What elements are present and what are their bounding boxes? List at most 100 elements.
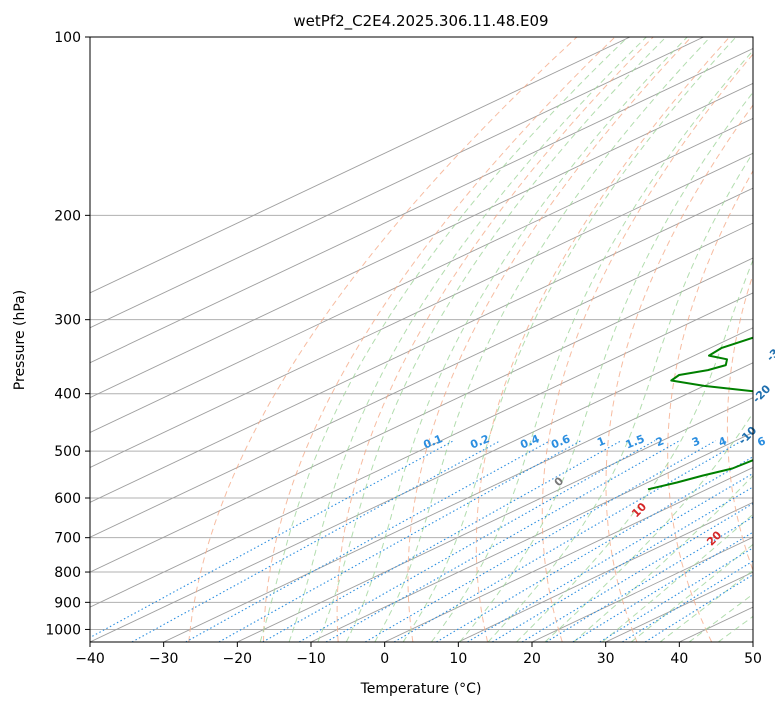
y-axis-label: Pressure (hPa) xyxy=(12,290,28,390)
isotherm-line xyxy=(458,501,753,642)
isotherm-line xyxy=(90,152,753,468)
y-tick-label: 700 xyxy=(54,531,81,547)
mixing-ratio-label: 0.6 xyxy=(549,432,572,451)
dry-adiabat-line xyxy=(188,37,578,642)
isotherm-line xyxy=(384,466,753,642)
mixing-ratio-label: 6 xyxy=(756,434,768,449)
isotherm-line xyxy=(90,48,753,364)
moist-adiabat-line xyxy=(544,411,753,642)
mixing-ratio-label: 2 xyxy=(654,434,666,449)
isotherm-label: -30 xyxy=(764,341,775,364)
isotherm-line xyxy=(90,187,753,503)
isotherm-line xyxy=(90,82,753,399)
moist-adiabat-line xyxy=(431,49,753,642)
dry-adiabat-line xyxy=(263,37,616,642)
mixing-ratio-label: 1.5 xyxy=(624,432,647,451)
isotherm-line xyxy=(90,327,753,642)
moist-adiabat-line xyxy=(516,258,753,642)
dry-adiabat-line xyxy=(726,273,753,572)
mixing-ratio-line xyxy=(131,440,501,642)
isotherm-line xyxy=(163,362,753,642)
moist-adiabat-label: 20 xyxy=(704,528,724,548)
x-tick-label: −20 xyxy=(223,651,253,667)
x-axis-label: Temperature (°C) xyxy=(360,681,482,697)
y-tick-label: 600 xyxy=(54,491,81,507)
isotherm-line xyxy=(90,257,753,573)
x-tick-label: −30 xyxy=(149,651,179,667)
moist-adiabat-line xyxy=(601,513,753,642)
x-tick-label: −10 xyxy=(296,651,326,667)
mixing-ratio-label: 0.4 xyxy=(518,432,541,451)
moist-adiabat-line xyxy=(459,91,753,642)
y-tick-label: 1000 xyxy=(45,622,81,638)
mixing-ratio-label: 4 xyxy=(717,434,729,449)
mixing-ratio-label: 1 xyxy=(595,434,607,449)
y-tick-label: 800 xyxy=(54,565,81,581)
mixing-ratio-label: 0.1 xyxy=(422,432,445,451)
isotherm-line xyxy=(90,292,753,608)
moist-adiabat-line xyxy=(402,37,737,642)
x-tick-label: 50 xyxy=(744,651,762,667)
x-tick-label: 10 xyxy=(449,651,467,667)
dry-adiabat-line xyxy=(336,37,654,642)
mixing-ratio-line xyxy=(90,440,455,639)
mixing-ratio-line xyxy=(262,440,622,642)
mixing-ratio-line xyxy=(436,456,753,642)
isotherm-line xyxy=(90,37,631,294)
moist-adiabat-line xyxy=(659,569,753,642)
moist-adiabat-line xyxy=(487,151,753,642)
isotherm-line xyxy=(90,37,704,329)
background-lines xyxy=(90,37,753,642)
isotherm-line xyxy=(90,117,753,434)
isotherm-label: -20 xyxy=(750,382,773,405)
y-tick-label: 200 xyxy=(54,208,81,224)
mixing-ratio-line xyxy=(572,531,753,642)
x-tick-label: −40 xyxy=(75,651,105,667)
y-tick-label: 100 xyxy=(54,30,81,46)
mixing-ratio-line xyxy=(467,472,753,642)
x-axis: −40 −30 −20 −10 0 10 20 30 40 50 xyxy=(75,642,762,667)
chart-title: wetPf2_C2E4.2025.306.11.48.E09 xyxy=(293,12,548,31)
x-tick-label: 20 xyxy=(523,651,541,667)
isotherm-line xyxy=(531,536,753,642)
moist-adiabat-line xyxy=(573,474,753,642)
mixing-ratio-line xyxy=(325,440,680,642)
x-tick-label: 0 xyxy=(380,651,389,667)
isotherm-line xyxy=(752,641,753,642)
y-tick-label: 900 xyxy=(54,595,81,611)
y-tick-label: 300 xyxy=(54,313,81,329)
isotherm-line xyxy=(310,432,753,642)
moist-adiabat-line xyxy=(374,37,711,642)
mixing-ratio-line xyxy=(185,440,551,642)
moist-adiabat-line xyxy=(345,37,688,642)
isotherm-line xyxy=(237,397,753,642)
y-tick-label: 400 xyxy=(54,387,81,403)
moist-adiabat-label: 10 xyxy=(629,500,649,520)
moist-adiabat-line xyxy=(259,37,629,642)
y-axis: 100 200 300 400 500 600 700 800 900 1000 xyxy=(45,30,90,638)
mixing-ratio-line xyxy=(365,440,717,642)
dry-adiabat-line xyxy=(475,37,730,642)
isotherm-line xyxy=(90,222,753,538)
x-tick-label: 30 xyxy=(597,651,615,667)
mixing-ratio-line xyxy=(546,516,753,642)
mixing-ratio-line xyxy=(393,440,743,642)
moist-adiabat-line xyxy=(317,37,667,642)
y-tick-label: 500 xyxy=(54,444,81,460)
dry-adiabat-line xyxy=(541,53,753,642)
isotherm-label: -10 xyxy=(736,424,759,447)
grid-lines xyxy=(90,36,753,630)
plot-frame xyxy=(89,36,754,643)
mixing-ratio-line xyxy=(218,440,582,642)
dry-adiabat-line xyxy=(605,104,753,642)
mixing-ratio-line xyxy=(298,440,656,642)
mixing-ratio-line xyxy=(492,486,753,642)
isotherm-line xyxy=(679,606,753,642)
moist-adiabat-line xyxy=(288,37,647,642)
mixing-ratio-label: 0.2 xyxy=(468,432,491,451)
dry-adiabat-line xyxy=(667,169,753,642)
dry-adiabat-line xyxy=(407,37,692,642)
x-tick-label: 40 xyxy=(670,651,688,667)
moist-adiabat-line xyxy=(688,593,753,642)
